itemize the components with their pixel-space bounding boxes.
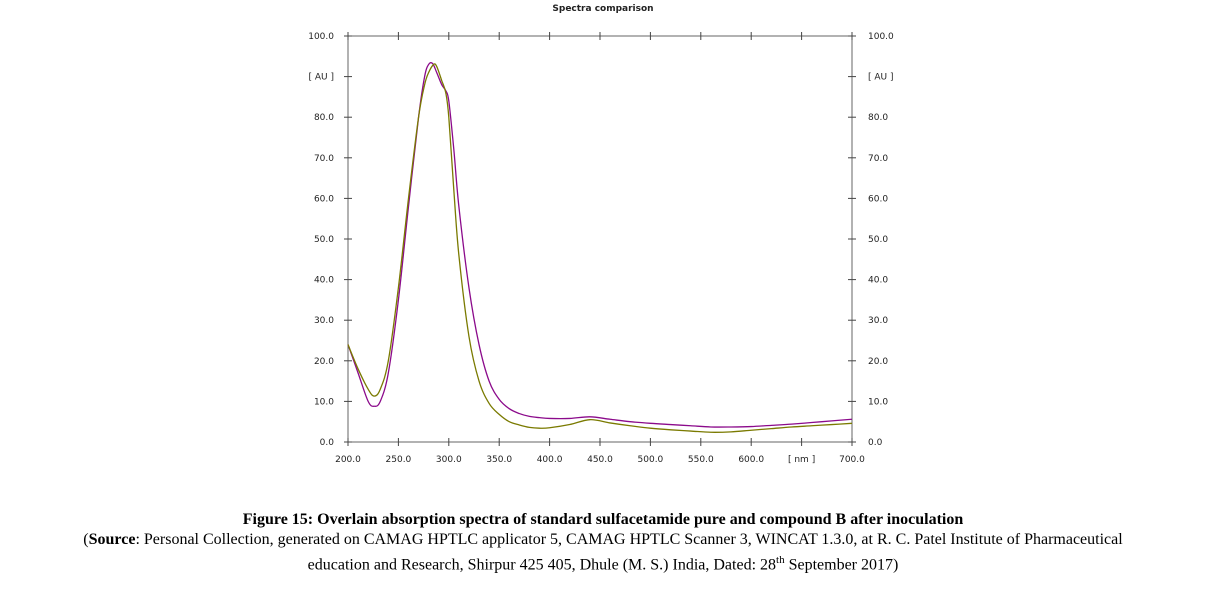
spectrum-line-2	[347, 63, 853, 433]
y-tick-label-left: 50.0	[314, 235, 334, 245]
y-tick-label-right: 50.0	[868, 235, 888, 245]
y-tick-label-right: 20.0	[868, 357, 888, 367]
y-unit-label-left: [ AU ]	[309, 73, 335, 83]
x-tick-label: 600.0	[738, 455, 764, 465]
source-text-3: September 2017)	[784, 556, 899, 574]
y-tick-label-left: 70.0	[314, 154, 334, 164]
source-open-paren: (	[83, 531, 89, 548]
x-tick-label: 550.0	[688, 455, 714, 465]
x-tick-label: 300.0	[436, 455, 462, 465]
y-tick-label-left: 30.0	[314, 316, 334, 326]
y-tick-label-left: 10.0	[314, 397, 334, 407]
chart-title: Spectra comparison	[552, 4, 653, 14]
y-tick-label-right: 80.0	[868, 113, 888, 123]
spectra-chart: Spectra comparison 0.0 0.0 10.0 10.0 20.0 20.…	[308, 4, 894, 465]
x-tick-label: 450.0	[587, 455, 613, 465]
source-text-1: : Personal Collection, generated on CAMA…	[135, 531, 1123, 548]
y-tick-label-right: 0.0	[868, 438, 883, 448]
x-unit-label: [ nm ]	[788, 455, 815, 465]
source-superscript: th	[776, 554, 785, 566]
figure-title: Figure 15: Overlain absorption spectra o…	[242, 511, 964, 528]
source-label: Source	[88, 531, 136, 548]
figure-caption: Figure 15: Overlain absorption spectra o…	[0, 510, 1206, 575]
x-tick-label: 200.0	[335, 455, 361, 465]
y-unit-label-right: [ AU ]	[868, 73, 894, 83]
y-tick-label-right: 60.0	[868, 194, 888, 204]
chart-axes: 0.0 0.0 10.0 10.0 20.0 20.0 30.0 30.0 40.0 40.0 50…	[308, 32, 894, 465]
y-tick-label-left: 40.0	[314, 276, 334, 286]
y-tick-label-left: 80.0	[314, 113, 334, 123]
x-tick-label: 700.0	[839, 455, 865, 465]
y-tick-label-left: 100.0	[308, 32, 334, 42]
x-tick-label: 500.0	[638, 455, 664, 465]
y-tick-label-right: 30.0	[868, 316, 888, 326]
y-tick-label-left: 0.0	[320, 438, 335, 448]
y-tick-label-left: 60.0	[314, 194, 334, 204]
spectrum-line-1	[347, 62, 853, 428]
y-tick-label-right: 70.0	[868, 154, 888, 164]
x-tick-label: 250.0	[386, 455, 412, 465]
source-text-2: education and Research, Shirpur 425 405,…	[307, 556, 777, 574]
x-tick-label: 400.0	[537, 455, 563, 465]
y-tick-label-left: 20.0	[314, 357, 334, 367]
figure-source-line-2: education and Research, Shirpur 425 405,…	[0, 550, 1206, 575]
spectra-lines	[347, 62, 853, 433]
plot-frame	[347, 35, 853, 443]
y-tick-label-right: 100.0	[868, 32, 894, 42]
x-tick-label: 350.0	[486, 455, 512, 465]
y-tick-label-right: 10.0	[868, 397, 888, 407]
y-tick-label-right: 40.0	[868, 276, 888, 286]
figure-source-line-1: (Source: Personal Collection, generated …	[0, 530, 1206, 550]
